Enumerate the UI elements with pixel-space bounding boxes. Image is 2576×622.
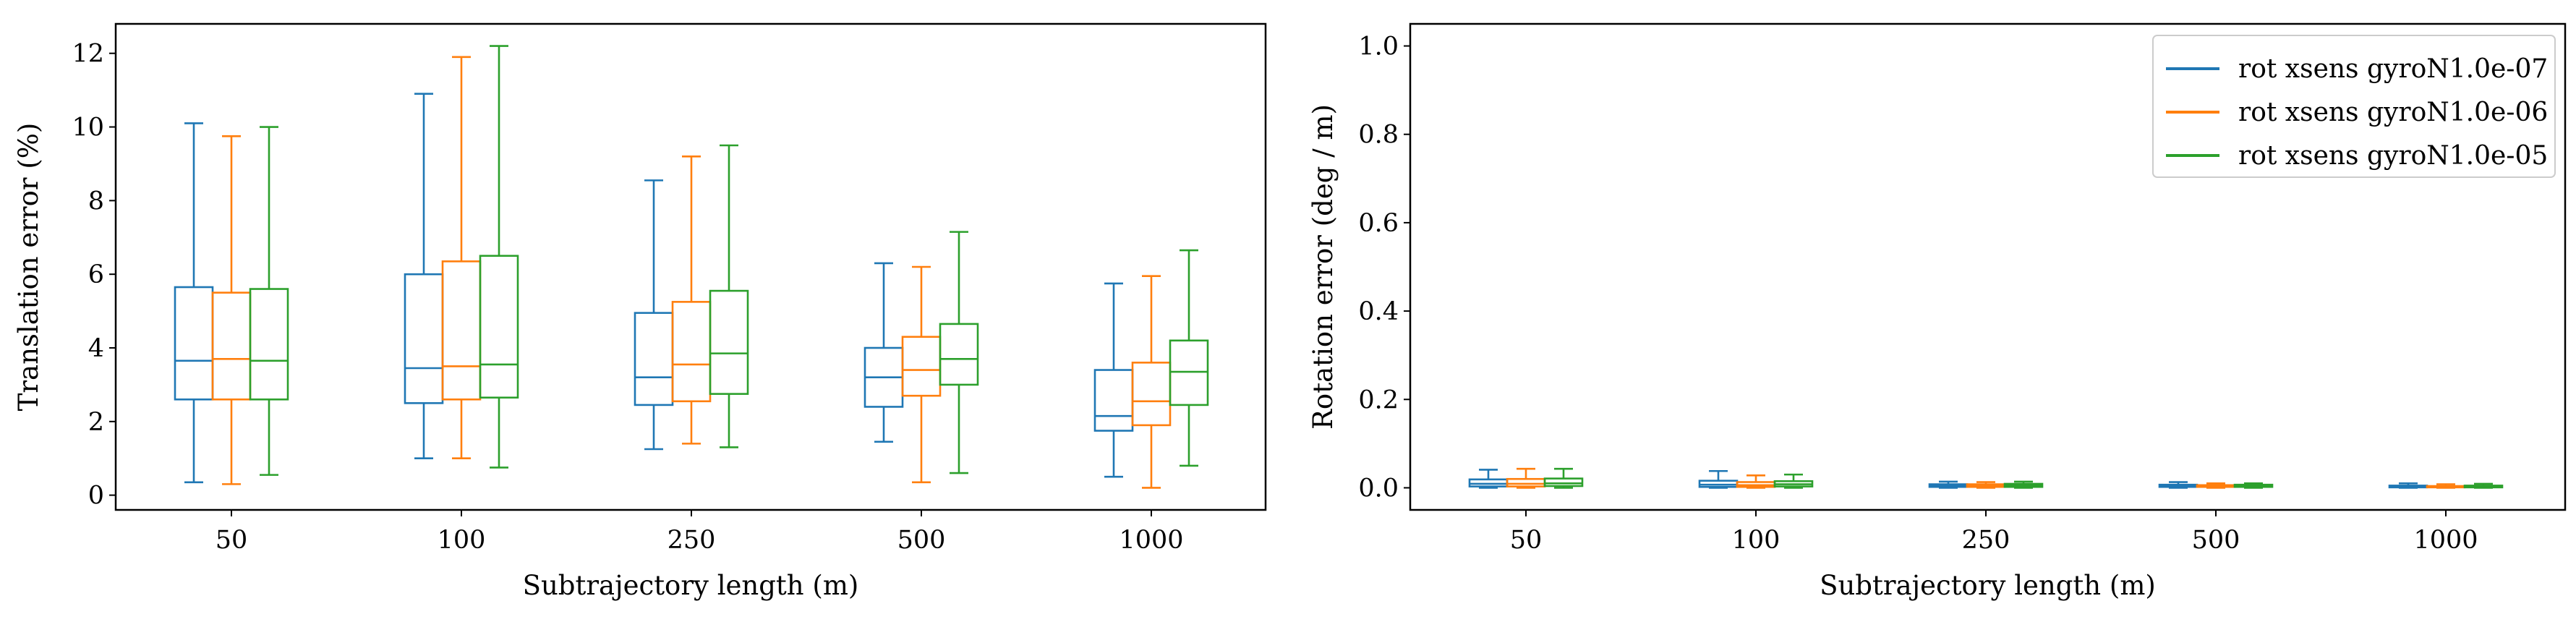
box-plot-series-2 [1966, 481, 2006, 489]
iqr-box [939, 323, 979, 386]
y-tick-label: 1.0 [1358, 33, 1399, 61]
iqr-box [174, 286, 214, 401]
iqr-box [1543, 477, 1584, 487]
x-tick-label: 1000 [2413, 526, 2478, 555]
x-tick-label: 250 [668, 526, 716, 555]
legend: rot xsens gyroN1.0e-07 rot xsens gyroN1.0… [2152, 35, 2556, 178]
box-plot-series-2 [901, 265, 942, 484]
rotation-error-panel: 0.0 0.2 0.4 0.6 0.8 1.0 50 100 250 500 1000 Subtraj… [1308, 22, 2567, 601]
iqr-box [1093, 369, 1134, 432]
box-plot-series-1 [2388, 482, 2428, 489]
y-tick-label: 8 [88, 187, 104, 216]
legend-entry-label: rot xsens gyroN1.0e-05 [2238, 141, 2548, 171]
x-axis-label: Subtrajectory length (m) [523, 570, 859, 601]
box-plot-series-2 [441, 56, 482, 460]
box-plot-series-3 [2003, 480, 2044, 489]
box-plot-series-2 [1506, 467, 1546, 489]
box-plot-series-3 [709, 144, 749, 448]
iqr-box [709, 289, 749, 395]
box-plot-series-2 [211, 135, 252, 485]
box-plot-series-2 [2196, 482, 2236, 489]
box-plot-series-3 [479, 45, 519, 469]
x-tick-label: 100 [1732, 526, 1780, 555]
iqr-box [1506, 477, 1546, 487]
box-plot-series-1 [1928, 480, 1969, 489]
box-plot-series-1 [1468, 469, 1509, 489]
box-plot-series-1 [1093, 282, 1134, 478]
box-plot-series-1 [863, 262, 904, 443]
box-plot-series-2 [1736, 474, 1776, 489]
y-axis-label: Rotation error (deg / m) [1308, 104, 1339, 430]
legend-entry-label: rot xsens gyroN1.0e-06 [2238, 98, 2548, 127]
box-plot-series-1 [634, 179, 674, 451]
iqr-box [901, 336, 942, 397]
iqr-box [479, 255, 519, 399]
box-plot-series-1 [2158, 481, 2198, 489]
legend-entry-label: rot xsens gyroN1.0e-07 [2238, 54, 2548, 84]
box-plot-series-3 [1543, 467, 1584, 489]
box-plot-series-3 [939, 231, 979, 474]
legend-frame [2152, 35, 2556, 178]
iqr-box [671, 301, 712, 403]
y-axis-label: Translation error (%) [13, 123, 44, 412]
box-plot-series-3 [2233, 482, 2274, 489]
y-tick-label: 2 [88, 408, 104, 437]
y-tick-label: 4 [88, 334, 104, 363]
y-tick-label: 6 [88, 260, 104, 289]
box-plot-series-3 [1169, 249, 1209, 467]
box-plot-series-2 [671, 155, 712, 445]
iqr-box [634, 312, 674, 406]
x-axis-label: Subtrajectory length (m) [1820, 570, 2156, 601]
x-tick-label: 100 [438, 526, 486, 555]
iqr-box [1131, 362, 1172, 427]
plot-frame [1409, 22, 2567, 511]
iqr-box [404, 273, 444, 404]
box-plot-series-1 [174, 122, 214, 484]
box-plot-series-1 [404, 93, 444, 460]
box-plot-series-2 [2426, 483, 2466, 489]
box-plot-series-2 [1131, 275, 1172, 489]
box-plot-series-1 [1698, 469, 1739, 489]
y-tick-label: 0.6 [1358, 209, 1399, 238]
box-plot-series-3 [249, 126, 289, 476]
translation-error-panel: 0 2 4 6 8 10 12 50 100 250 500 1000 Subtrajectory le… [13, 22, 1267, 601]
iqr-box [441, 260, 482, 401]
box-plot-series-3 [2463, 482, 2504, 489]
plot-frame [114, 22, 1267, 511]
iqr-box [249, 288, 289, 401]
x-tick-label: 250 [1962, 526, 2010, 555]
y-tick-label: 0.8 [1358, 121, 1399, 150]
y-tick-label: 10 [72, 114, 104, 142]
y-tick-label: 12 [72, 40, 104, 69]
x-tick-label: 50 [1510, 526, 1543, 555]
box-plot-series-3 [1773, 473, 1814, 489]
y-tick-label: 0.2 [1358, 385, 1399, 414]
y-tick-label: 0.0 [1358, 474, 1399, 503]
x-tick-label: 500 [897, 526, 946, 555]
x-tick-label: 1000 [1119, 526, 1183, 555]
y-tick-label: 0 [88, 482, 104, 511]
x-tick-label: 50 [216, 526, 248, 555]
iqr-box [211, 291, 252, 401]
x-tick-label: 500 [2192, 526, 2240, 555]
y-tick-label: 0.4 [1358, 297, 1399, 326]
